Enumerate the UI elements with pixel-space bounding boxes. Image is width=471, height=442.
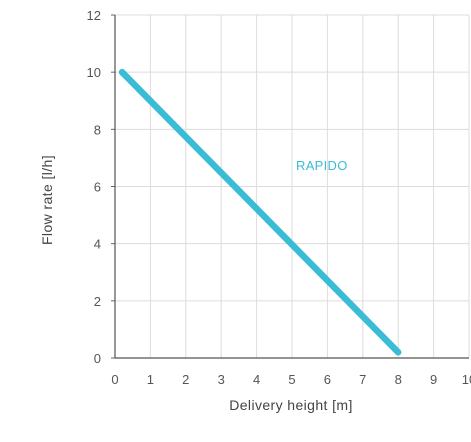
grid [115,14,470,358]
x-axis-label: Delivery height [m] [229,397,353,413]
x-tick-label: 0 [111,372,118,387]
y-tick-label: 10 [87,65,101,80]
y-tick-label: 12 [87,8,101,23]
x-tick-label: 8 [395,372,402,387]
x-tick-label: 5 [288,372,295,387]
x-tick-label: 2 [182,372,189,387]
x-tick-label: 6 [324,372,331,387]
y-tick-labels: 0 2 4 6 8 10 12 [87,8,101,366]
x-tick-labels: 0 1 2 3 4 5 6 7 8 9 10 [111,372,471,387]
x-tick-label: 10 [462,372,471,387]
y-tick-label: 4 [94,237,101,252]
y-tick-label: 8 [94,122,101,137]
y-tick-label: 2 [94,294,101,309]
y-tick-label: 6 [94,180,101,195]
x-tick-label: 7 [359,372,366,387]
axes [111,14,469,359]
series-line-rapido [118,68,402,356]
y-axis-label: Flow rate [l/h] [39,155,55,245]
series-group [118,68,402,356]
series-label-rapido: RAPIDO [296,158,348,173]
x-tick-label: 4 [253,372,260,387]
x-tick-label: 9 [430,372,437,387]
x-tick-label: 3 [218,372,225,387]
x-tick-label: 1 [147,372,154,387]
y-tick-label: 0 [94,351,101,366]
